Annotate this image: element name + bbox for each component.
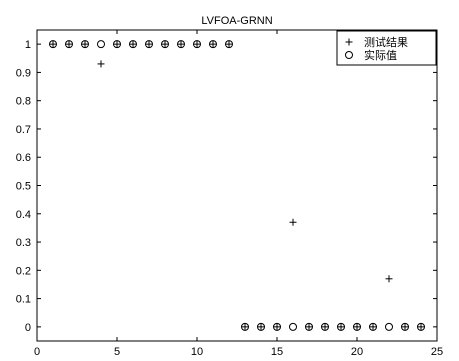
test-result-point <box>401 323 409 331</box>
test-result-point <box>417 323 425 331</box>
test-result-point <box>385 275 393 283</box>
test-result-point <box>129 40 137 48</box>
actual-value-point <box>161 40 169 49</box>
test-result-point <box>337 323 345 331</box>
actual-value-point <box>353 322 361 331</box>
actual-value-point <box>401 322 409 331</box>
x-tick-label: 10 <box>191 346 203 358</box>
test-result-point <box>49 40 57 48</box>
x-tick-label: 20 <box>351 346 363 358</box>
y-tick-label: 0.4 <box>16 209 31 221</box>
actual-value-point <box>257 322 265 331</box>
marks-layer <box>49 40 425 331</box>
test-result-point <box>161 40 169 48</box>
test-result-point <box>113 40 121 48</box>
x-tick-label: 15 <box>271 346 283 358</box>
actual-value-point <box>305 322 313 331</box>
axes-frame <box>36 29 438 342</box>
test-result-point <box>225 40 233 48</box>
chart-title: LVFOA-GRNN <box>201 15 272 27</box>
test-result-point <box>273 323 281 331</box>
actual-value-point <box>417 322 425 331</box>
test-result-point <box>209 40 217 48</box>
test-result-point <box>321 323 329 331</box>
y-tick-label: 0.7 <box>16 124 31 136</box>
actual-value-point <box>241 322 249 331</box>
y-tick-label: 1 <box>25 39 31 51</box>
actual-value-point <box>129 40 137 49</box>
test-result-point <box>65 40 73 48</box>
test-result-point <box>289 218 297 226</box>
actual-value-point <box>289 322 297 331</box>
y-tick-label: 0.2 <box>16 265 31 277</box>
actual-value-point <box>113 40 121 49</box>
actual-value-point <box>321 322 329 331</box>
x-tick-label: 0 <box>34 346 40 358</box>
x-tick-label: 25 <box>431 346 443 358</box>
y-tick-label: 0.3 <box>16 237 31 249</box>
x-tick-label: 5 <box>114 346 120 358</box>
actual-value-point <box>385 322 393 331</box>
actual-value-point <box>97 40 105 49</box>
actual-value-point <box>273 322 281 331</box>
y-tick-label: 0.8 <box>16 96 31 108</box>
y-tick-label: 0.9 <box>16 67 31 79</box>
legend-box <box>336 30 437 66</box>
y-tick-label: 0.5 <box>16 181 31 193</box>
legend-label: 测试结果 <box>364 36 408 49</box>
actual-value-point <box>145 40 153 49</box>
actual-value-point <box>177 40 185 49</box>
test-result-point <box>145 40 153 48</box>
test-result-point <box>305 323 313 331</box>
actual-value-point <box>65 40 73 49</box>
legend-plus-icon <box>345 38 353 46</box>
test-result-point <box>369 323 377 331</box>
actual-value-point <box>337 322 345 331</box>
test-result-point <box>177 40 185 48</box>
y-tick-label: 0.6 <box>16 152 31 164</box>
actual-value-point <box>225 40 233 49</box>
actual-value-point <box>193 40 201 49</box>
ticks-layer: 0 5 10 15 20 25 0 0.1 0.2 0.3 0.4 0.5 0.6 0.7 0.8 0.9 1 <box>16 30 443 358</box>
legend-label: 实际值 <box>364 48 397 62</box>
test-result-point <box>257 323 265 331</box>
test-result-point <box>97 60 105 68</box>
test-result-point <box>81 40 89 48</box>
actual-value-point <box>49 40 57 49</box>
actual-value-point <box>81 40 89 49</box>
test-result-point <box>193 40 201 48</box>
y-tick-label: 0.1 <box>16 294 31 306</box>
test-result-point <box>241 323 249 331</box>
test-result-point <box>353 323 361 331</box>
y-tick-label: 0 <box>25 322 31 334</box>
actual-value-point <box>209 40 217 49</box>
legend-circle-icon <box>345 51 353 59</box>
actual-value-point <box>369 322 377 331</box>
